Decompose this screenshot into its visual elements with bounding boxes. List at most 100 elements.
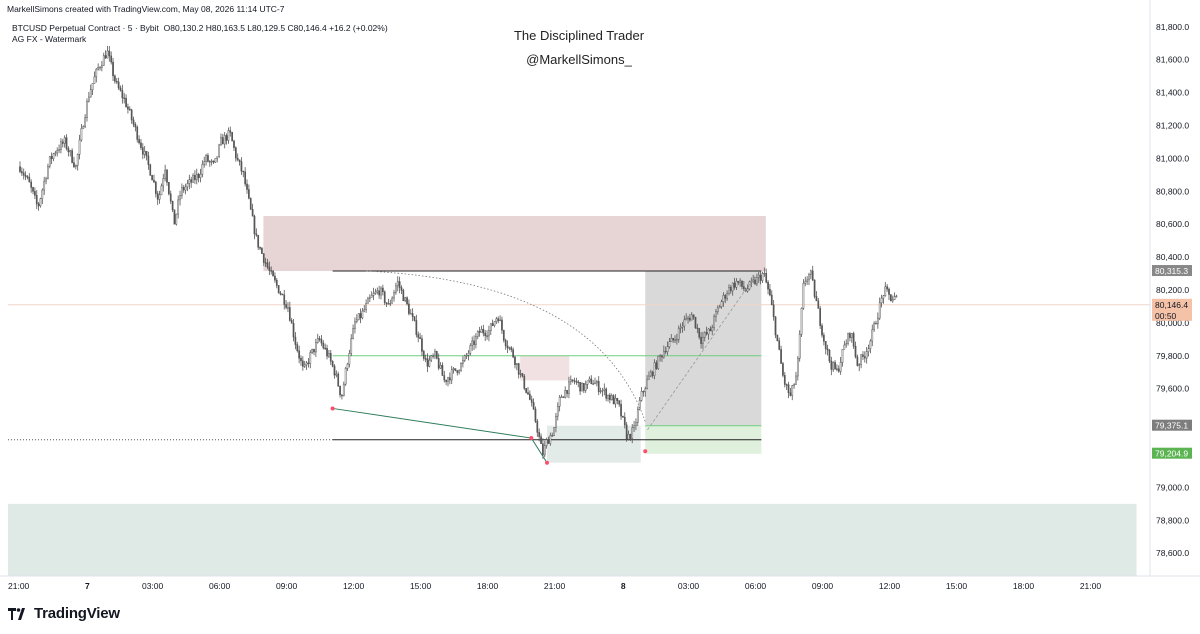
candle	[849, 332, 851, 342]
candle	[778, 337, 781, 351]
candle	[238, 159, 241, 166]
candle	[78, 134, 81, 160]
annotations-layer	[330, 270, 758, 465]
candle	[387, 298, 390, 305]
candle	[218, 143, 220, 158]
candle	[759, 270, 762, 285]
x-tick-label: 12:00	[879, 581, 901, 591]
candle	[596, 379, 598, 387]
candle	[622, 415, 624, 418]
symbol-title[interactable]: BTCUSD Perpetual Contract · 5 · Bybit	[12, 23, 159, 33]
candle	[716, 305, 719, 315]
candle	[512, 347, 514, 359]
candle	[895, 294, 898, 298]
candle	[136, 125, 139, 143]
candle	[307, 357, 310, 368]
candle	[607, 394, 609, 402]
candle	[865, 347, 868, 364]
candle	[594, 377, 596, 385]
y-tick-label: 80,600.0	[1156, 219, 1189, 229]
watermark-handle: @MarkellSimons_	[526, 52, 632, 67]
candle	[510, 346, 513, 353]
x-tick-label: 21:00	[8, 581, 30, 591]
candle	[408, 299, 410, 316]
candle	[188, 174, 191, 190]
candle	[659, 354, 661, 362]
candle	[430, 354, 433, 363]
candle	[787, 381, 790, 399]
tradingview-footer[interactable]: TradingView	[8, 605, 120, 622]
candle	[341, 394, 343, 400]
candle	[350, 334, 353, 357]
candle	[450, 365, 453, 384]
candle	[530, 395, 533, 407]
candle	[223, 132, 226, 149]
candle	[32, 186, 34, 195]
candle	[776, 334, 779, 342]
candle	[882, 295, 885, 304]
candle	[702, 331, 704, 350]
candle	[670, 334, 673, 342]
y-tick-label: 80,200.0	[1156, 285, 1189, 295]
candle	[475, 333, 477, 349]
y-tick-label: 81,800.0	[1156, 22, 1189, 32]
x-tick-label: 8	[621, 581, 626, 591]
swing-point	[544, 460, 549, 465]
candle	[194, 170, 196, 184]
candle	[586, 380, 589, 390]
candle	[413, 316, 416, 322]
candle	[149, 163, 152, 176]
x-tick-label: 06:00	[745, 581, 767, 591]
candle	[355, 314, 358, 324]
candle	[666, 341, 669, 356]
candle	[761, 271, 764, 283]
candle	[566, 389, 568, 398]
candle	[54, 150, 57, 157]
candle	[138, 135, 140, 145]
candle	[106, 45, 109, 59]
candle	[259, 246, 261, 251]
candle	[354, 317, 356, 334]
candle	[303, 360, 306, 368]
candle	[726, 290, 728, 301]
indicator-label[interactable]: AG FX - Watermark	[12, 34, 87, 44]
candle	[257, 234, 260, 250]
candle	[664, 346, 667, 355]
candle	[19, 161, 21, 174]
x-tick-label: 18:00	[477, 581, 499, 591]
candle	[445, 379, 447, 386]
candle	[348, 349, 351, 368]
candle	[30, 179, 33, 193]
candle	[473, 335, 475, 350]
candle	[130, 108, 133, 124]
candle	[22, 168, 25, 180]
candle	[502, 329, 505, 343]
candle	[640, 387, 643, 402]
candle	[447, 376, 449, 387]
candle	[275, 277, 278, 289]
candle	[823, 332, 825, 346]
candle	[733, 277, 736, 290]
candle	[854, 341, 857, 359]
candle	[318, 335, 321, 342]
candle	[251, 203, 254, 217]
candle	[575, 377, 578, 385]
small-supply-zone	[520, 355, 570, 381]
candle	[201, 160, 204, 178]
candle	[847, 332, 849, 346]
candle	[674, 335, 676, 343]
candle	[192, 173, 194, 183]
candle	[346, 362, 349, 371]
tradingview-brand: TradingView	[34, 605, 120, 622]
falling-trendline	[332, 407, 548, 463]
candle	[501, 316, 503, 334]
candle	[162, 173, 165, 192]
swing-point	[643, 449, 648, 454]
candle	[893, 292, 896, 300]
candle	[424, 354, 427, 363]
candle	[301, 356, 304, 371]
candle	[783, 372, 786, 388]
candle	[285, 300, 287, 310]
candle	[582, 383, 585, 394]
